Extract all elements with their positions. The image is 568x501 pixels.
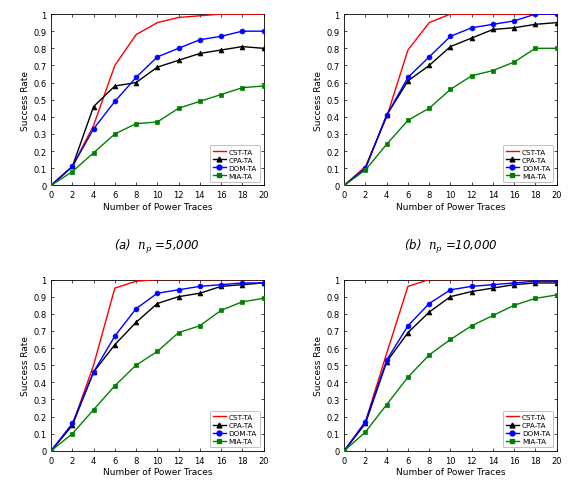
Legend: CST-TA, CPA-TA, DOM-TA, MIA-TA: CST-TA, CPA-TA, DOM-TA, MIA-TA xyxy=(210,146,260,182)
Text: (a)  $n_p$ =5,000: (a) $n_p$ =5,000 xyxy=(115,237,200,255)
Legend: CST-TA, CPA-TA, DOM-TA, MIA-TA: CST-TA, CPA-TA, DOM-TA, MIA-TA xyxy=(503,411,553,447)
Y-axis label: Success Rate: Success Rate xyxy=(314,71,323,130)
X-axis label: Number of Power Traces: Number of Power Traces xyxy=(396,202,505,211)
Text: (b)  $n_p$ =10,000: (b) $n_p$ =10,000 xyxy=(404,237,497,255)
Y-axis label: Success Rate: Success Rate xyxy=(21,336,30,395)
Legend: CST-TA, CPA-TA, DOM-TA, MIA-TA: CST-TA, CPA-TA, DOM-TA, MIA-TA xyxy=(503,146,553,182)
X-axis label: Number of Power Traces: Number of Power Traces xyxy=(396,467,505,476)
X-axis label: Number of Power Traces: Number of Power Traces xyxy=(103,467,212,476)
Y-axis label: Success Rate: Success Rate xyxy=(21,71,30,130)
X-axis label: Number of Power Traces: Number of Power Traces xyxy=(103,202,212,211)
Y-axis label: Success Rate: Success Rate xyxy=(314,336,323,395)
Legend: CST-TA, CPA-TA, DOM-TA, MIA-TA: CST-TA, CPA-TA, DOM-TA, MIA-TA xyxy=(210,411,260,447)
